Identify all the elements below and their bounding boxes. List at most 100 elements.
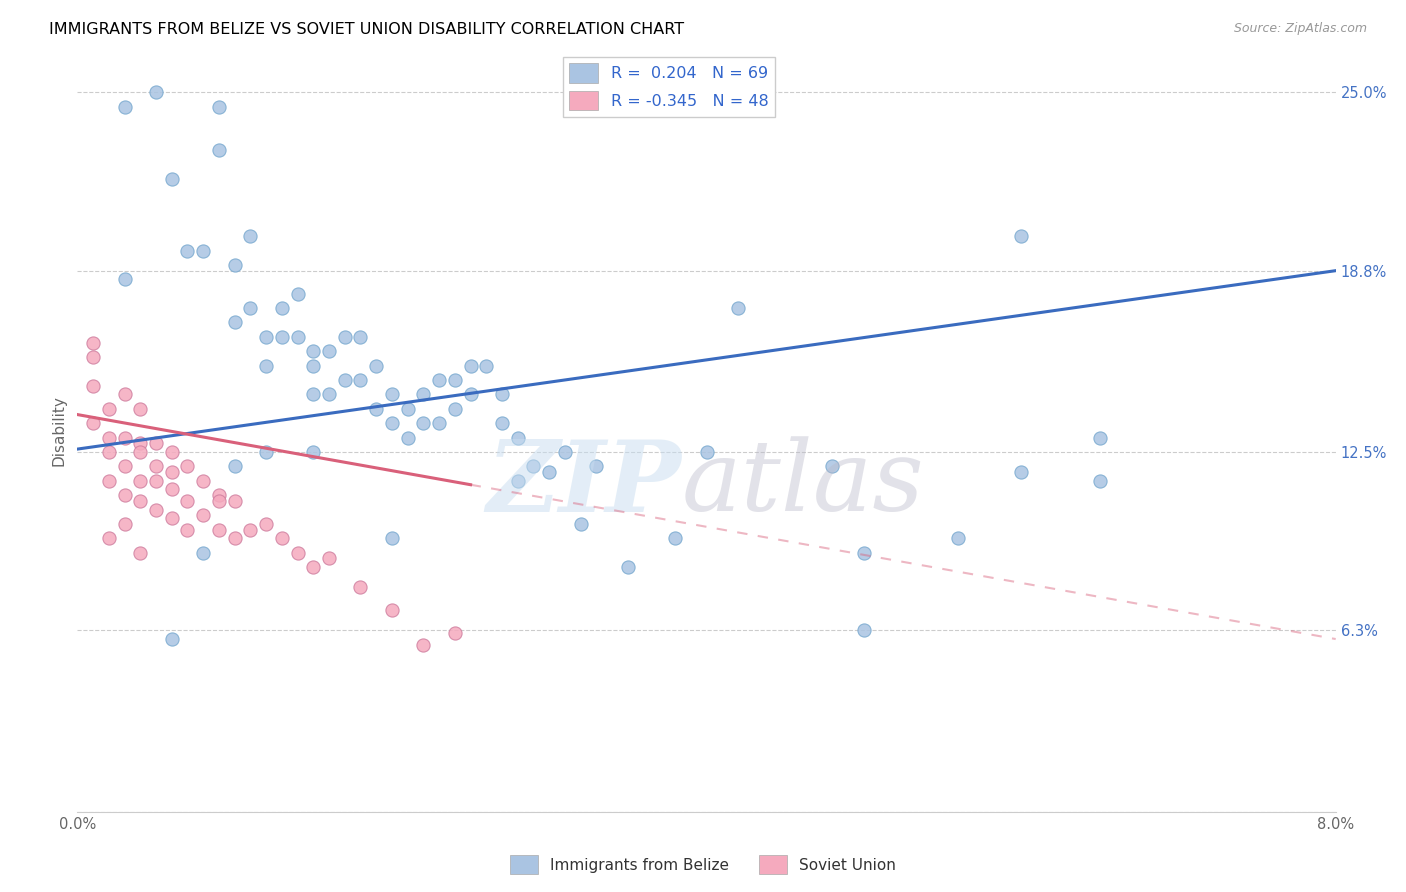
- Point: [381, 387, 404, 401]
- Point: [208, 494, 231, 508]
- Point: [381, 416, 404, 430]
- Point: [97, 401, 120, 416]
- Point: [82, 350, 104, 364]
- Point: [302, 359, 325, 373]
- Point: [145, 85, 167, 99]
- Point: [852, 546, 875, 560]
- Point: [396, 431, 419, 445]
- Point: [254, 516, 277, 531]
- Point: [506, 431, 529, 445]
- Point: [224, 531, 246, 545]
- Point: [254, 330, 277, 344]
- Point: [129, 474, 152, 488]
- Point: [349, 330, 371, 344]
- Y-axis label: Disability: Disability: [51, 395, 66, 466]
- Point: [176, 523, 198, 537]
- Point: [412, 416, 434, 430]
- Point: [349, 373, 371, 387]
- Point: [82, 416, 104, 430]
- Point: [366, 359, 388, 373]
- Point: [208, 143, 231, 157]
- Text: ZIP: ZIP: [486, 435, 682, 532]
- Point: [160, 632, 183, 646]
- Point: [412, 387, 434, 401]
- Point: [287, 286, 309, 301]
- Point: [129, 436, 152, 450]
- Point: [318, 344, 340, 359]
- Point: [491, 387, 513, 401]
- Point: [145, 459, 167, 474]
- Point: [176, 459, 198, 474]
- Point: [191, 474, 215, 488]
- Point: [287, 330, 309, 344]
- Point: [302, 560, 325, 574]
- Point: [522, 459, 544, 474]
- Point: [491, 416, 513, 430]
- Point: [176, 494, 198, 508]
- Point: [427, 373, 450, 387]
- Point: [852, 624, 875, 638]
- Point: [224, 316, 246, 330]
- Point: [396, 401, 419, 416]
- Point: [554, 445, 576, 459]
- Text: IMMIGRANTS FROM BELIZE VS SOVIET UNION DISABILITY CORRELATION CHART: IMMIGRANTS FROM BELIZE VS SOVIET UNION D…: [49, 22, 685, 37]
- Point: [821, 459, 844, 474]
- Point: [270, 330, 292, 344]
- Point: [727, 301, 749, 315]
- Point: [1088, 431, 1111, 445]
- Point: [97, 531, 120, 545]
- Point: [208, 523, 231, 537]
- Point: [318, 387, 340, 401]
- Point: [585, 459, 607, 474]
- Point: [444, 373, 467, 387]
- Point: [460, 387, 482, 401]
- Point: [176, 244, 198, 258]
- Point: [114, 100, 136, 114]
- Point: [208, 488, 231, 502]
- Point: [349, 580, 371, 594]
- Legend: R =  0.204   N = 69, R = -0.345   N = 48: R = 0.204 N = 69, R = -0.345 N = 48: [562, 57, 775, 117]
- Point: [224, 459, 246, 474]
- Point: [160, 483, 183, 497]
- Point: [1010, 465, 1032, 479]
- Point: [270, 531, 292, 545]
- Point: [129, 401, 152, 416]
- Point: [366, 401, 388, 416]
- Point: [97, 431, 120, 445]
- Point: [460, 359, 482, 373]
- Text: Source: ZipAtlas.com: Source: ZipAtlas.com: [1233, 22, 1367, 36]
- Point: [97, 445, 120, 459]
- Point: [538, 465, 561, 479]
- Point: [145, 502, 167, 516]
- Text: atlas: atlas: [682, 436, 924, 532]
- Point: [224, 258, 246, 272]
- Point: [129, 494, 152, 508]
- Point: [160, 465, 183, 479]
- Point: [506, 474, 529, 488]
- Point: [254, 359, 277, 373]
- Point: [333, 373, 356, 387]
- Point: [191, 546, 215, 560]
- Point: [239, 229, 262, 244]
- Point: [318, 551, 340, 566]
- Point: [287, 546, 309, 560]
- Point: [191, 508, 215, 523]
- Point: [444, 401, 467, 416]
- Point: [427, 416, 450, 430]
- Point: [114, 488, 136, 502]
- Point: [145, 474, 167, 488]
- Point: [302, 445, 325, 459]
- Point: [444, 626, 467, 640]
- Point: [97, 474, 120, 488]
- Point: [114, 387, 136, 401]
- Point: [208, 100, 231, 114]
- Point: [381, 531, 404, 545]
- Point: [191, 244, 215, 258]
- Point: [381, 603, 404, 617]
- Point: [160, 511, 183, 525]
- Point: [129, 445, 152, 459]
- Point: [224, 494, 246, 508]
- Point: [129, 546, 152, 560]
- Point: [1010, 229, 1032, 244]
- Point: [239, 301, 262, 315]
